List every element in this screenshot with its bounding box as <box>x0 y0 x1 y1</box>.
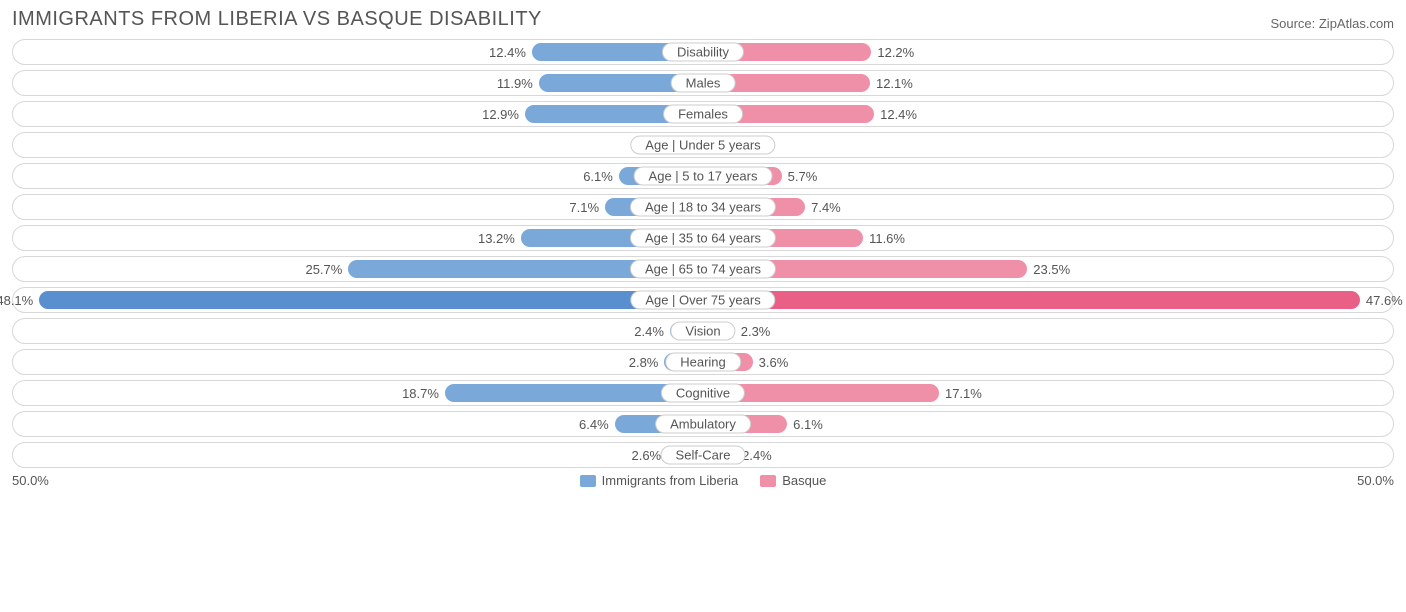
value-left: 12.9% <box>482 102 519 126</box>
chart-row: 18.7% 17.1% Cognitive <box>12 380 1394 406</box>
chart-row: 12.4% 12.2% Disability <box>12 39 1394 65</box>
value-right: 47.6% <box>1366 288 1403 312</box>
value-right: 23.5% <box>1033 257 1070 281</box>
chart-row: 2.8% 3.6% Hearing <box>12 349 1394 375</box>
value-right: 2.4% <box>742 443 772 467</box>
chart-row: 1.4%1.3%Age | Under 5 years <box>12 132 1394 158</box>
value-left: 7.1% <box>569 195 599 219</box>
bar-right <box>703 291 1360 309</box>
chart-row: 2.4% 2.3% Vision <box>12 318 1394 344</box>
value-right: 17.1% <box>945 381 982 405</box>
value-left: 13.2% <box>478 226 515 250</box>
category-label: Self-Care <box>661 446 746 465</box>
chart-header: IMMIGRANTS FROM LIBERIA VS BASQUE DISABI… <box>12 8 1394 31</box>
value-left: 18.7% <box>402 381 439 405</box>
chart-row: 7.1% 7.4% Age | 18 to 34 years <box>12 194 1394 220</box>
axis-left-max: 50.0% <box>12 473 49 488</box>
chart-row: 25.7% 23.5% Age | 65 to 74 years <box>12 256 1394 282</box>
value-right: 12.1% <box>876 71 913 95</box>
legend-item-right: Basque <box>760 473 826 488</box>
category-label: Age | Under 5 years <box>630 136 775 155</box>
bar-left <box>39 291 703 309</box>
chart-footer: 50.0% Immigrants from Liberia Basque 50.… <box>12 473 1394 488</box>
category-label: Age | 65 to 74 years <box>630 260 776 279</box>
category-label: Age | 5 to 17 years <box>634 167 773 186</box>
value-left: 2.6% <box>631 443 661 467</box>
value-right: 6.1% <box>793 412 823 436</box>
value-right: 3.6% <box>759 350 789 374</box>
category-label: Vision <box>670 322 735 341</box>
category-label: Age | Over 75 years <box>630 291 775 310</box>
chart-row: 6.1% 5.7% Age | 5 to 17 years <box>12 163 1394 189</box>
value-left: 2.4% <box>634 319 664 343</box>
category-label: Disability <box>662 43 744 62</box>
value-left: 11.9% <box>497 71 533 95</box>
value-right: 7.4% <box>811 195 841 219</box>
value-right: 2.3% <box>741 319 771 343</box>
value-right: 11.6% <box>869 226 905 250</box>
chart-row: 48.1%47.6%Age | Over 75 years <box>12 287 1394 313</box>
value-right: 5.7% <box>788 164 818 188</box>
value-left: 48.1% <box>0 288 33 312</box>
value-left: 12.4% <box>489 40 526 64</box>
category-label: Females <box>663 105 743 124</box>
value-left: 25.7% <box>305 257 342 281</box>
legend-label-left: Immigrants from Liberia <box>602 473 739 488</box>
chart-row: 12.9% 12.4% Females <box>12 101 1394 127</box>
legend-swatch-left <box>580 475 596 487</box>
value-right: 12.2% <box>877 40 914 64</box>
axis-right-max: 50.0% <box>1357 473 1394 488</box>
chart-source: Source: ZipAtlas.com <box>1270 16 1394 31</box>
value-left: 6.1% <box>583 164 613 188</box>
category-label: Hearing <box>665 353 741 372</box>
category-label: Age | 35 to 64 years <box>630 229 776 248</box>
diverging-bar-chart: 12.4% 12.2% Disability 11.9% 12.1% Males 12.9%… <box>12 39 1394 468</box>
category-label: Age | 18 to 34 years <box>630 198 776 217</box>
chart-row: 6.4% 6.1% Ambulatory <box>12 411 1394 437</box>
category-label: Ambulatory <box>655 415 751 434</box>
value-left: 6.4% <box>579 412 609 436</box>
category-label: Males <box>671 74 736 93</box>
chart-row: 2.6% 2.4%Self-Care <box>12 442 1394 468</box>
value-right: 12.4% <box>880 102 917 126</box>
legend-swatch-right <box>760 475 776 487</box>
legend: Immigrants from Liberia Basque <box>580 473 827 488</box>
chart-row: 13.2% 11.6% Age | 35 to 64 years <box>12 225 1394 251</box>
legend-item-left: Immigrants from Liberia <box>580 473 739 488</box>
chart-title: IMMIGRANTS FROM LIBERIA VS BASQUE DISABI… <box>12 8 542 31</box>
category-label: Cognitive <box>661 384 745 403</box>
chart-row: 11.9% 12.1% Males <box>12 70 1394 96</box>
value-left: 2.8% <box>629 350 659 374</box>
legend-label-right: Basque <box>782 473 826 488</box>
